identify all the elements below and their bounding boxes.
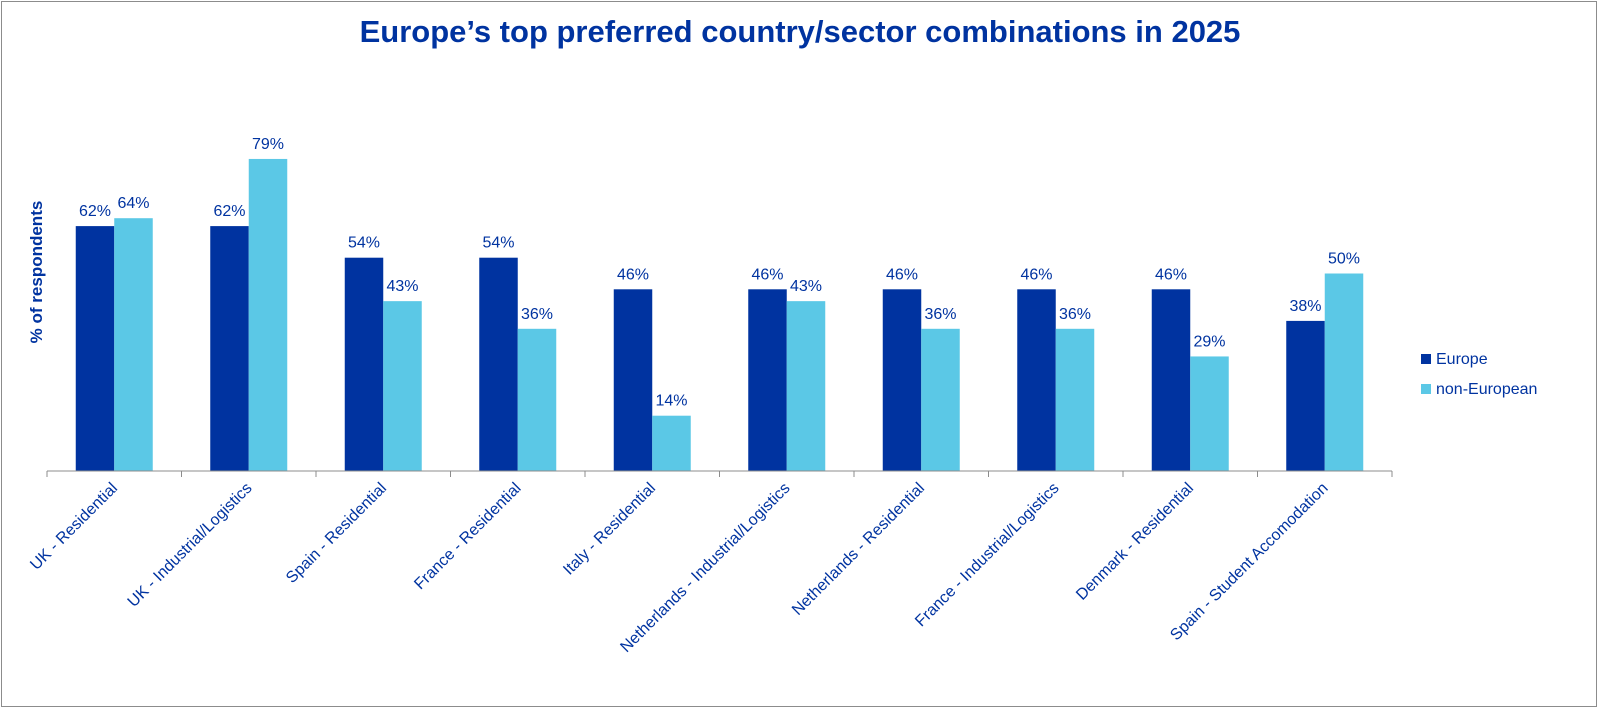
- data-label-europe: 62%: [213, 203, 245, 220]
- x-tick-label: UK - Industrial/Logistics: [125, 480, 256, 611]
- bar-europe: [1151, 289, 1191, 471]
- data-label-non-european: 43%: [386, 278, 418, 295]
- data-label-non-european: 36%: [1059, 306, 1091, 323]
- data-label-non-european: 14%: [655, 393, 687, 410]
- bar-non-european: [1190, 356, 1229, 471]
- x-tick-label: France - Residential: [411, 480, 524, 593]
- bar-non-european: [1055, 328, 1095, 471]
- x-tick-label: Italy - Residential: [560, 480, 659, 579]
- bar-non-european: [786, 301, 826, 471]
- legend: Europe non-European: [1421, 351, 1537, 398]
- legend-label-europe: Europe: [1436, 351, 1488, 368]
- x-tick-label: Spain - Residential: [283, 480, 390, 587]
- data-label-europe: 46%: [1020, 266, 1052, 283]
- bar-europe: [344, 257, 384, 471]
- data-label-non-european: 79%: [252, 136, 284, 153]
- x-axis-ticks: [46, 471, 1393, 477]
- data-label-europe: 62%: [79, 203, 111, 220]
- data-label-non-european: 50%: [1328, 251, 1360, 268]
- data-label-non-european: 64%: [117, 195, 149, 212]
- legend-label-non-european: non-European: [1436, 381, 1537, 398]
- data-label-europe: 54%: [482, 235, 514, 252]
- bar-non-european: [652, 415, 691, 471]
- bar-europe: [1017, 289, 1056, 471]
- bar-europe: [210, 226, 249, 471]
- x-tick-label: UK - Residential: [27, 480, 121, 574]
- bar-europe: [1286, 320, 1325, 471]
- data-label-europe: 46%: [751, 266, 783, 283]
- legend-swatch-non-european: [1421, 384, 1431, 394]
- bar-europe: [75, 226, 115, 471]
- bar-non-european: [1324, 273, 1364, 471]
- bar-non-european: [248, 158, 288, 471]
- data-label-non-european: 29%: [1193, 333, 1225, 350]
- legend-swatch-europe: [1421, 354, 1431, 364]
- data-label-non-european: 43%: [790, 278, 822, 295]
- bar-europe: [613, 289, 653, 471]
- bar-non-european: [921, 328, 960, 471]
- x-axis-tick-labels: UK - Residential UK - Industrial/Logistic…: [27, 480, 1331, 656]
- chart-title: Europe’s top preferred country/sector co…: [359, 14, 1241, 49]
- x-tick-label: Netherlands - Residential: [789, 480, 928, 619]
- data-label-europe: 46%: [617, 266, 649, 283]
- data-label-europe: 46%: [1155, 266, 1187, 283]
- x-tick-label: France - Industrial/Logistics: [912, 480, 1062, 630]
- y-axis-label-group: % of respondents: [27, 201, 46, 344]
- data-label-non-european: 36%: [521, 306, 553, 323]
- bar-europe: [882, 289, 922, 471]
- x-tick-label: Denmark - Residential: [1073, 480, 1197, 604]
- bar-non-european: [517, 328, 557, 471]
- bar-europe: [748, 289, 787, 471]
- data-label-europe: 54%: [348, 235, 380, 252]
- bar-non-european: [383, 301, 422, 471]
- bars: [75, 158, 1364, 471]
- bar-non-european: [114, 218, 153, 471]
- data-labels: 62% 64% 62% 79% 54% 43% 54% 36% 46% 14% 46% 43% 46% 3…: [79, 136, 1360, 410]
- bar-europe: [479, 257, 518, 471]
- data-label-europe: 38%: [1289, 298, 1321, 315]
- data-label-non-european: 36%: [924, 306, 956, 323]
- x-tick-label: Spain - Student Accomodation: [1167, 480, 1331, 644]
- data-label-europe: 46%: [886, 266, 918, 283]
- y-axis-label: % of respondents: [27, 201, 46, 344]
